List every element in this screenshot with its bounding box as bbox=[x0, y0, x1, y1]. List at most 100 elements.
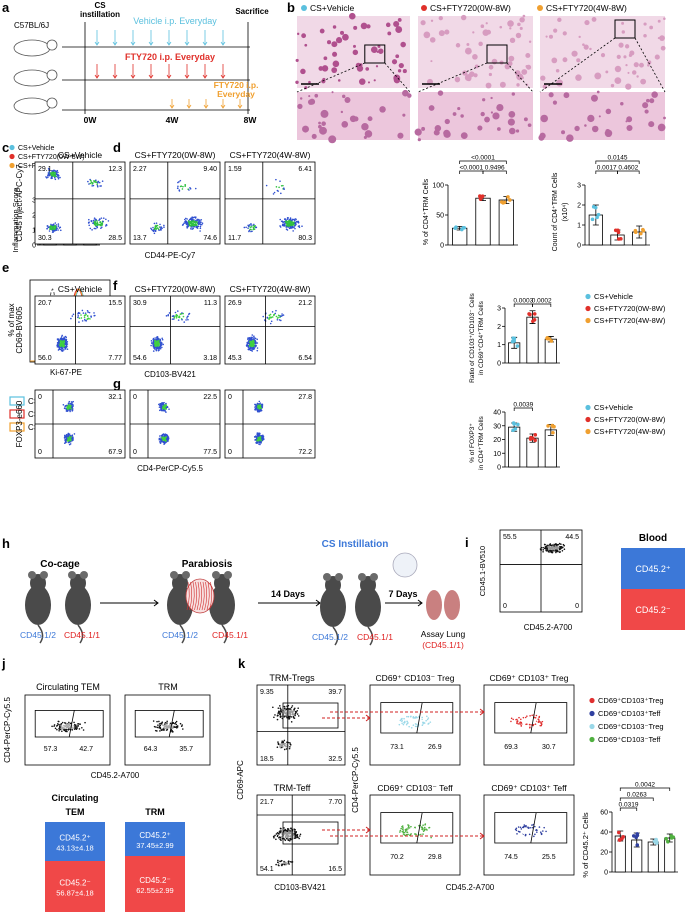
event-dot bbox=[62, 342, 65, 344]
label: 0W bbox=[84, 115, 98, 125]
event-dot bbox=[171, 730, 174, 733]
tissue-spot bbox=[457, 106, 461, 111]
event-dot bbox=[50, 177, 53, 180]
event-dot bbox=[65, 408, 68, 411]
mouse-ear bbox=[335, 573, 343, 581]
event-dot bbox=[189, 224, 191, 227]
event-dot bbox=[284, 831, 287, 833]
replicate-dot bbox=[617, 838, 622, 842]
event-dot bbox=[77, 312, 80, 314]
event-dot bbox=[60, 337, 63, 340]
tissue-spot bbox=[367, 81, 371, 84]
gate-value: 29.8 bbox=[428, 854, 442, 861]
tissue-spot bbox=[626, 124, 633, 132]
event-dot bbox=[419, 722, 421, 725]
event-dot bbox=[75, 728, 78, 731]
legend-marker bbox=[9, 144, 15, 151]
tissue-spot bbox=[402, 69, 407, 74]
event-dot bbox=[61, 730, 63, 733]
event-dot bbox=[165, 315, 168, 317]
event-dot bbox=[279, 705, 281, 707]
mouse-ear bbox=[370, 573, 378, 581]
label: 7 Days bbox=[388, 589, 417, 599]
event-dot bbox=[94, 224, 97, 227]
mouse-tail bbox=[37, 624, 44, 644]
tissue-spot bbox=[352, 49, 359, 56]
event-dot bbox=[56, 338, 59, 341]
tissue-spot bbox=[335, 37, 343, 44]
event-dot bbox=[289, 829, 291, 832]
panel-letter: e bbox=[2, 260, 9, 275]
event-dot bbox=[161, 403, 164, 406]
event-dot bbox=[71, 315, 74, 317]
event-dot bbox=[188, 221, 190, 224]
tissue-spot bbox=[353, 44, 356, 48]
event-dot bbox=[256, 434, 259, 436]
event-dot bbox=[528, 719, 530, 722]
replicate-dot bbox=[532, 318, 537, 322]
event-dot bbox=[519, 826, 522, 829]
event-dot bbox=[288, 717, 291, 720]
event-dot bbox=[279, 743, 282, 746]
event-dot bbox=[275, 315, 278, 318]
tissue-spot bbox=[433, 129, 440, 136]
event-dot bbox=[165, 727, 168, 729]
legend-marker bbox=[589, 697, 595, 704]
event-dot bbox=[269, 322, 272, 325]
event-dot bbox=[160, 405, 163, 408]
y-tick-label: 0 bbox=[440, 243, 444, 250]
p-value: <0.0001 bbox=[459, 165, 483, 172]
tissue-spot bbox=[507, 20, 514, 27]
mouse-outline bbox=[13, 69, 51, 87]
event-dot bbox=[67, 440, 69, 443]
event-dot bbox=[288, 747, 291, 750]
tissue-spot bbox=[484, 116, 490, 123]
event-dot bbox=[409, 831, 411, 834]
tissue-spot bbox=[647, 60, 652, 65]
event-dot bbox=[164, 435, 166, 438]
vessel bbox=[189, 581, 193, 611]
bar bbox=[498, 199, 514, 246]
label: Vehicle i.p. Everyday bbox=[133, 16, 217, 26]
event-dot bbox=[67, 435, 70, 438]
gate-value: 57.3 bbox=[44, 746, 58, 753]
event-dot bbox=[414, 826, 416, 829]
gate-value: 69.3 bbox=[504, 744, 518, 751]
event-dot bbox=[278, 862, 280, 865]
event-dot bbox=[552, 548, 554, 551]
replicate-dot bbox=[462, 225, 467, 230]
event-dot bbox=[529, 723, 531, 726]
event-dot bbox=[296, 833, 299, 836]
replicate-dot bbox=[527, 312, 531, 316]
tissue-spot bbox=[519, 26, 523, 30]
event-dot bbox=[57, 349, 60, 351]
replicate-dot bbox=[652, 839, 657, 844]
event-dot bbox=[283, 863, 286, 866]
event-dot bbox=[67, 409, 69, 412]
event-dot bbox=[297, 707, 299, 709]
event-dot bbox=[164, 723, 166, 725]
tissue-spot bbox=[466, 76, 472, 82]
event-dot bbox=[285, 748, 288, 750]
quadrant-value: 16.5 bbox=[328, 866, 342, 873]
event-dot bbox=[262, 437, 265, 439]
legend-marker bbox=[9, 396, 25, 406]
event-dot bbox=[262, 315, 265, 318]
gate-value: 25.5 bbox=[542, 854, 556, 861]
event-dot bbox=[192, 227, 195, 230]
event-dot bbox=[190, 225, 193, 227]
error-bar bbox=[636, 225, 643, 239]
event-dot bbox=[247, 227, 249, 229]
tissue-spot bbox=[499, 25, 503, 29]
event-dot bbox=[52, 226, 55, 229]
event-dot bbox=[182, 223, 185, 226]
x-axis-label: CD103-BV421 bbox=[144, 370, 196, 379]
vessel bbox=[191, 581, 195, 611]
event-dot bbox=[175, 315, 177, 317]
event-dot bbox=[160, 404, 163, 407]
event-dot bbox=[289, 714, 292, 716]
event-dot bbox=[162, 407, 164, 409]
event-dot bbox=[414, 717, 416, 719]
replicate-dot bbox=[666, 839, 670, 844]
tissue-spot bbox=[331, 41, 338, 48]
